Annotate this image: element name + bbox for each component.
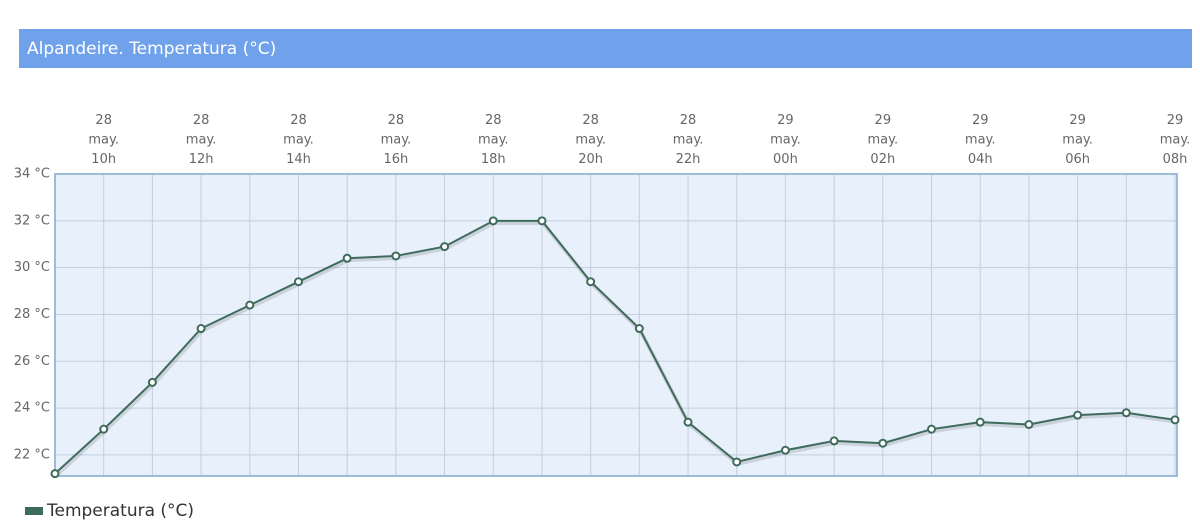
point xyxy=(147,377,157,387)
x-tick-label-line: 28 xyxy=(95,113,112,128)
point xyxy=(586,277,596,287)
point xyxy=(732,457,742,467)
x-tick-label-line: may. xyxy=(575,132,606,147)
point xyxy=(391,251,401,261)
point xyxy=(1024,419,1034,429)
point xyxy=(780,445,790,455)
y-tick-label: 22 °C xyxy=(14,447,50,462)
chart-title: Alpandeire. Temperatura (°C) xyxy=(27,39,276,59)
x-tick-label: 29 may. 06h xyxy=(1062,113,1093,167)
x-tick-label-line: 28 xyxy=(680,113,697,128)
x-tick-label: 28 may. 12h xyxy=(186,113,217,167)
point xyxy=(1073,410,1083,420)
point xyxy=(245,300,255,310)
x-tick-label-line: 29 xyxy=(1167,113,1184,128)
x-tick-label-line: may. xyxy=(88,132,119,147)
line xyxy=(54,219,1176,475)
x-tick-label-line: 29 xyxy=(1069,113,1086,128)
point xyxy=(634,324,644,334)
x-tick-label-line: may. xyxy=(1062,132,1093,147)
point xyxy=(537,216,547,226)
x-tick-label-line: 02h xyxy=(870,152,895,167)
plot-border xyxy=(54,173,1178,477)
x-tick-label-line: 29 xyxy=(972,113,989,128)
x-tick-label-line: may. xyxy=(770,132,801,147)
x-tick-label-line: 28 xyxy=(582,113,599,128)
x-tick-label-line: 28 xyxy=(485,113,502,128)
point xyxy=(683,417,693,427)
x-tick-label: 29 may. 08h xyxy=(1160,113,1191,167)
x-tick-label-line: 20h xyxy=(578,152,603,167)
x-tick-label-line: 08h xyxy=(1163,152,1188,167)
x-tick-label: 28 may. 14h xyxy=(283,113,314,167)
x-tick-label-line: may. xyxy=(965,132,996,147)
y-tick-label: 32 °C xyxy=(14,213,50,228)
x-tick-label-line: 28 xyxy=(388,113,405,128)
x-tick-label: 29 may. 00h xyxy=(770,113,801,167)
plot-area xyxy=(55,174,1177,476)
point xyxy=(878,438,888,448)
x-tick-label-line: 04h xyxy=(968,152,993,167)
x-tick-label-line: 29 xyxy=(875,113,892,128)
x-tick-label-line: 00h xyxy=(773,152,798,167)
marks xyxy=(50,216,1180,479)
x-tick-label-line: may. xyxy=(186,132,217,147)
y-tick-label: 28 °C xyxy=(14,307,50,322)
point xyxy=(342,253,352,263)
point xyxy=(829,436,839,446)
legend-label: Temperatura (°C) xyxy=(46,501,194,521)
x-tick-label: 28 may. 18h xyxy=(478,113,509,167)
legend-swatch xyxy=(25,507,43,515)
point xyxy=(99,424,109,434)
x-tick-label-line: may. xyxy=(868,132,899,147)
x-tick-label-line: may. xyxy=(283,132,314,147)
x-tick-label: 28 may. 16h xyxy=(381,113,412,167)
x-tick-label-line: 29 xyxy=(777,113,794,128)
y-tick-label: 24 °C xyxy=(14,401,50,416)
x-tick-label-line: 28 xyxy=(290,113,307,128)
x-tick-label-line: 14h xyxy=(286,152,311,167)
point xyxy=(293,277,303,287)
x-tick-label: 29 may. 04h xyxy=(965,113,996,167)
x-tick-label-line: may. xyxy=(673,132,704,147)
x-tick-label-line: 22h xyxy=(676,152,701,167)
x-tick-label-line: 12h xyxy=(189,152,214,167)
point xyxy=(440,242,450,252)
header-bar xyxy=(19,29,1192,68)
point xyxy=(1121,408,1131,418)
x-tick-label-line: 18h xyxy=(481,152,506,167)
y-tick-label: 34 °C xyxy=(14,167,50,182)
point xyxy=(1170,415,1180,425)
point xyxy=(196,324,206,334)
x-tick-label-line: 16h xyxy=(383,152,408,167)
point xyxy=(488,216,498,226)
x-tick-label-line: 28 xyxy=(193,113,210,128)
x-tick-label-line: 06h xyxy=(1065,152,1090,167)
x-tick-label: 28 may. 10h xyxy=(88,113,119,167)
x-tick-label: 28 may. 20h xyxy=(575,113,606,167)
y-tick-label: 26 °C xyxy=(14,354,50,369)
x-tick-label: 29 may. 02h xyxy=(868,113,899,167)
point xyxy=(927,424,937,434)
x-tick-label-line: may. xyxy=(381,132,412,147)
x-tick-label-line: may. xyxy=(478,132,509,147)
point xyxy=(975,417,985,427)
x-tick-label: 28 may. 22h xyxy=(673,113,704,167)
x-tick-label-line: may. xyxy=(1160,132,1191,147)
point xyxy=(50,469,60,479)
x-tick-label-line: 10h xyxy=(91,152,116,167)
y-tick-label: 30 °C xyxy=(14,260,50,275)
